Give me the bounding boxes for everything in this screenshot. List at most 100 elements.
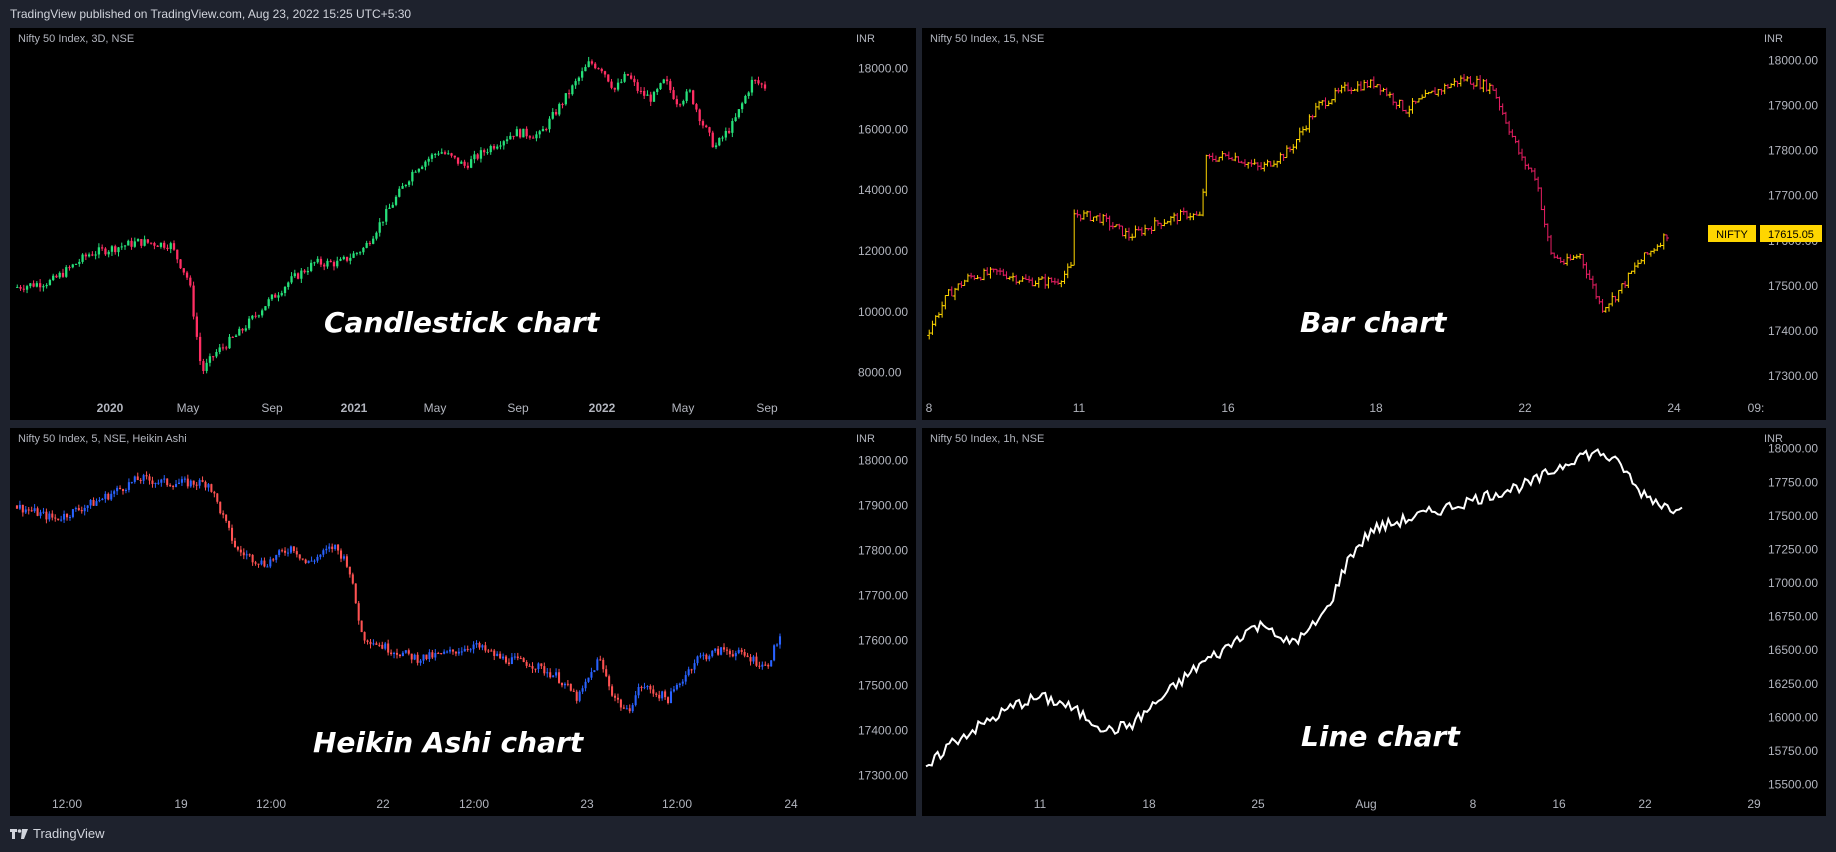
candle bbox=[401, 182, 404, 189]
panel-title: Nifty 50 Index, 15, NSE bbox=[930, 33, 1045, 45]
tradingview-logo-icon bbox=[10, 828, 28, 839]
ohlc-bar bbox=[1355, 81, 1360, 92]
candle bbox=[27, 506, 30, 515]
ohlc-bar bbox=[1294, 139, 1299, 150]
ohlc-bar bbox=[1291, 144, 1296, 154]
candle bbox=[490, 648, 493, 652]
candle bbox=[460, 160, 463, 164]
candle bbox=[298, 554, 301, 561]
candle bbox=[558, 102, 561, 117]
candle bbox=[413, 653, 416, 661]
candle bbox=[387, 639, 390, 656]
candle bbox=[176, 249, 179, 264]
panel-title: Nifty 50 Index, 1h, NSE bbox=[930, 433, 1045, 445]
candle bbox=[450, 152, 453, 158]
candle bbox=[755, 652, 758, 667]
candle bbox=[143, 235, 146, 247]
candle bbox=[569, 683, 572, 692]
candle bbox=[513, 653, 516, 660]
candle bbox=[98, 497, 101, 503]
ohlc-bar bbox=[1043, 273, 1048, 289]
candle bbox=[708, 654, 711, 662]
candle bbox=[486, 148, 489, 155]
candle bbox=[714, 648, 717, 653]
candle bbox=[313, 559, 316, 565]
candle bbox=[727, 127, 731, 135]
ohlc-bar bbox=[1139, 227, 1144, 237]
candle bbox=[728, 648, 731, 658]
candle bbox=[166, 244, 169, 252]
candle bbox=[35, 281, 38, 288]
candle bbox=[682, 99, 685, 107]
candle bbox=[692, 89, 695, 105]
candle bbox=[702, 652, 705, 660]
candle bbox=[731, 650, 734, 658]
candle bbox=[661, 690, 664, 701]
candle bbox=[431, 649, 434, 660]
candle bbox=[375, 231, 378, 241]
candle bbox=[319, 256, 323, 268]
candle bbox=[675, 683, 678, 691]
ohlc-bar bbox=[972, 275, 977, 281]
candle bbox=[613, 87, 616, 93]
candle bbox=[21, 504, 24, 517]
candle bbox=[454, 651, 457, 657]
candle bbox=[218, 343, 221, 355]
candle bbox=[505, 136, 509, 144]
ohlc-bar bbox=[1297, 127, 1302, 143]
candle bbox=[280, 290, 283, 297]
ohlc-bar bbox=[956, 283, 961, 291]
y-tick-label: 10000.00 bbox=[858, 305, 908, 319]
candle bbox=[65, 265, 68, 278]
candle bbox=[391, 202, 394, 208]
candle bbox=[496, 144, 499, 150]
x-tick-label: Aug bbox=[1355, 797, 1376, 811]
candle bbox=[107, 492, 110, 501]
y-tick-label: 17600.00 bbox=[858, 634, 908, 648]
candle bbox=[345, 256, 349, 263]
candle bbox=[92, 497, 95, 506]
panel-title: Nifty 50 Index, 3D, NSE bbox=[18, 33, 135, 45]
ohlc-bar bbox=[1014, 274, 1019, 285]
candle bbox=[678, 103, 682, 108]
candle bbox=[114, 244, 117, 255]
candle bbox=[289, 545, 292, 554]
candle bbox=[248, 553, 251, 557]
candle bbox=[522, 657, 525, 663]
ohlc-bar bbox=[1097, 212, 1102, 224]
candle bbox=[16, 284, 19, 288]
candle bbox=[690, 668, 693, 674]
candle bbox=[770, 660, 773, 667]
candle bbox=[646, 685, 649, 690]
candle bbox=[578, 690, 581, 703]
x-tick-label: 11 bbox=[1034, 797, 1047, 811]
candle bbox=[554, 109, 558, 116]
ohlc-bar bbox=[1162, 219, 1167, 227]
candle bbox=[737, 647, 740, 655]
candle bbox=[489, 144, 492, 155]
candle bbox=[776, 643, 779, 647]
ohlc-bar bbox=[1458, 75, 1463, 87]
tradingview-footer[interactable]: TradingView bbox=[10, 826, 105, 841]
candle bbox=[198, 332, 202, 365]
candle bbox=[212, 355, 215, 361]
candle bbox=[757, 76, 760, 86]
candle bbox=[678, 682, 681, 688]
candle bbox=[649, 684, 652, 694]
ohlc-bar bbox=[1117, 223, 1122, 230]
ohlc-bar bbox=[1491, 84, 1496, 91]
candle bbox=[763, 81, 767, 91]
ohlc-bar bbox=[1217, 156, 1222, 162]
candle bbox=[124, 488, 127, 494]
candle bbox=[81, 253, 84, 264]
candle bbox=[385, 205, 388, 225]
candle bbox=[48, 278, 52, 286]
y-tick-label: 12000.00 bbox=[858, 244, 908, 258]
candle bbox=[540, 663, 543, 669]
y-tick-label: 17900.00 bbox=[858, 499, 908, 513]
candle bbox=[372, 235, 375, 245]
candle bbox=[428, 649, 431, 662]
candle bbox=[760, 82, 763, 89]
ohlc-bar bbox=[1249, 159, 1254, 167]
candle bbox=[744, 94, 747, 104]
